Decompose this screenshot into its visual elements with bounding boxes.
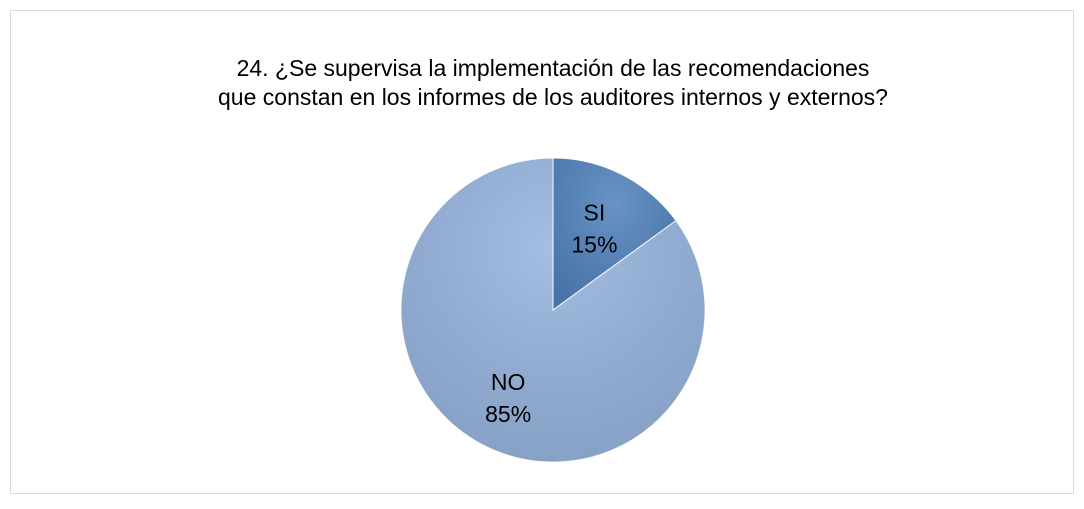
slice-shade xyxy=(553,158,676,310)
chart-title: que constan en los informes de los audit… xyxy=(218,84,888,110)
slice-name: NO xyxy=(491,369,526,395)
slice-name: SI xyxy=(584,200,606,226)
slice-value-label: 85% xyxy=(485,401,531,427)
slice-shade xyxy=(400,158,705,463)
pie xyxy=(400,157,706,463)
data-labels: SI 15% NO 85% xyxy=(485,200,617,427)
chart-title: 24. ¿Se supervisa la implementación de l… xyxy=(237,55,870,81)
slice-value-label: 15% xyxy=(571,232,617,258)
